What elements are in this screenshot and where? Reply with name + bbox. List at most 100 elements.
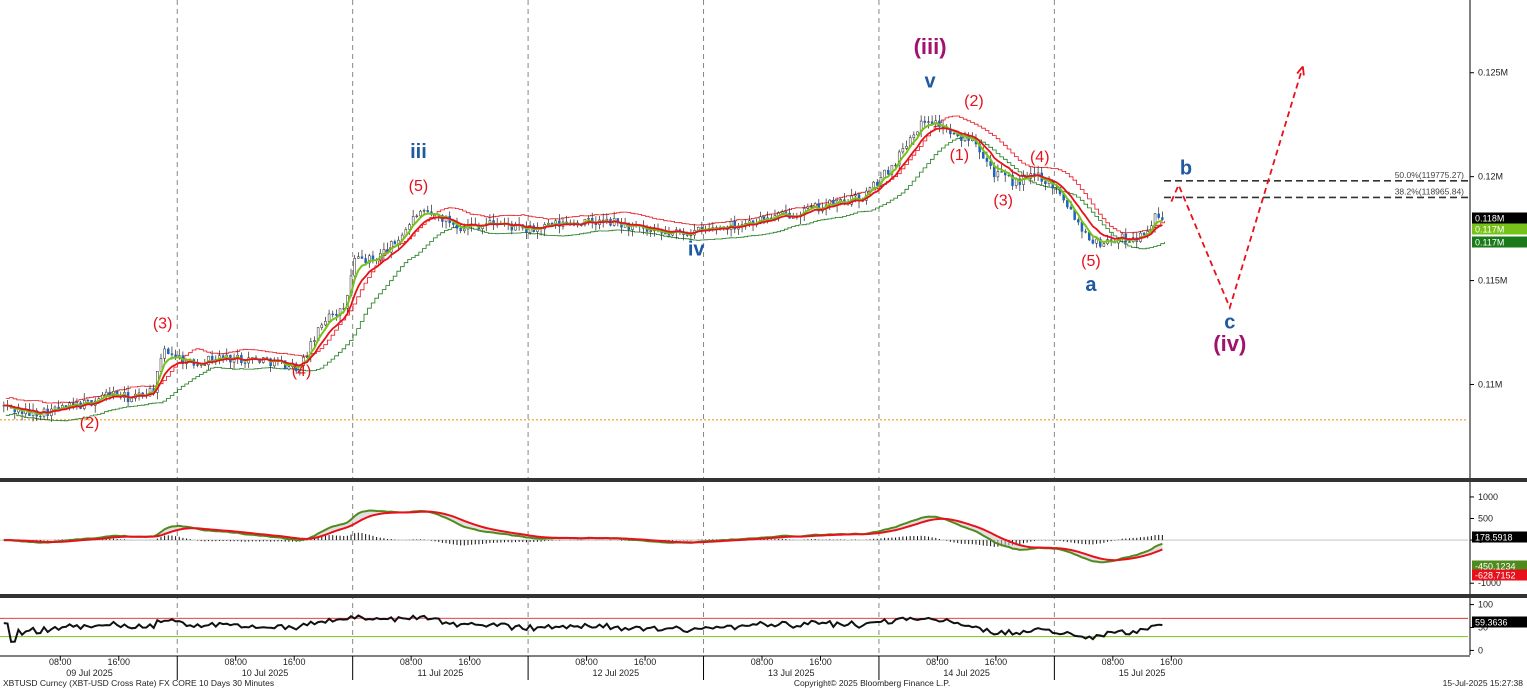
wave-label-0: (iii) <box>914 34 947 59</box>
candle-body-233 <box>854 194 857 197</box>
price-badge-0-label: 0.118M <box>1475 214 1504 224</box>
time-tick-label-5: 16:00 <box>458 657 481 667</box>
candle-body-253 <box>927 121 930 123</box>
candle-body-260 <box>952 132 956 135</box>
candle-body-115 <box>422 210 426 212</box>
wave-label-3: (5) <box>409 178 429 195</box>
candle-body-177 <box>649 230 652 232</box>
rsi-line <box>3 614 1163 643</box>
candle-body-239 <box>876 181 879 186</box>
macd-tick-label-3: -1000 <box>1478 578 1501 588</box>
candle-body-242 <box>887 169 890 175</box>
candle-body-270 <box>989 161 992 166</box>
candle-body-28 <box>104 391 108 396</box>
wave-label-12: (5) <box>1081 253 1101 270</box>
candle-body-104 <box>382 249 386 254</box>
price-badge-2-bg <box>1472 236 1527 248</box>
candle-body-292 <box>1069 206 1073 210</box>
candle-body-316 <box>1157 213 1160 218</box>
time-tick-label-12: 08:00 <box>1102 657 1125 667</box>
price-badge-1-bg <box>1472 223 1527 235</box>
candle-body-66 <box>243 362 247 364</box>
candle-body-46 <box>170 353 174 356</box>
candle-body-296 <box>1084 231 1087 233</box>
date-label-3: 12 Jul 2025 <box>593 668 640 678</box>
candle-body-116 <box>426 210 430 212</box>
date-label-2: 11 Jul 2025 <box>417 668 463 678</box>
candle-body-123 <box>452 222 455 225</box>
candle-body-88 <box>324 321 327 326</box>
candle-body-14 <box>53 406 57 410</box>
candle-body-238 <box>872 181 875 188</box>
wave-annotations: (iii) v iii (5) iv (3) (4) (2) (2) (1) (4) (3) (5) a b… <box>80 34 1305 432</box>
candle-body-241 <box>883 169 886 178</box>
rsi-badge-0-label: 59.3636 <box>1475 618 1508 628</box>
candle-body-298 <box>1091 239 1095 244</box>
date-label-1: 10 Jul 2025 <box>242 668 289 678</box>
candle-body-213 <box>781 211 784 214</box>
candle-body-78 <box>287 366 291 370</box>
wave-label-14: b <box>1180 158 1192 180</box>
candle-body-10 <box>39 415 42 418</box>
wave-label-10: (4) <box>1030 149 1050 166</box>
fib-label-1: 38.2%(118965.84) <box>1395 186 1464 196</box>
candle-body-252 <box>923 120 927 123</box>
candle-body-301 <box>1102 243 1106 247</box>
price-panel: 50.0%(119775.27) 38.2%(118965.84) <box>0 114 1468 422</box>
candle-body-246 <box>901 148 905 153</box>
day-separator-grid <box>176 0 1055 680</box>
candle-body-113 <box>415 215 419 217</box>
candle-body-53 <box>196 364 199 366</box>
candle-body-44 <box>163 348 166 359</box>
price-tick-label-0: 0.125M <box>1478 68 1508 78</box>
fib-label-0: 50.0%(119775.27) <box>1395 170 1464 180</box>
macd-panel <box>0 509 1468 564</box>
wave-label-16: (iv) <box>1213 331 1246 356</box>
candle-body-160 <box>587 218 590 220</box>
candle-body-317 <box>1161 217 1164 220</box>
candle-body-98 <box>360 256 364 259</box>
candle-body-229 <box>839 199 842 202</box>
time-tick-label-3: 16:00 <box>283 657 306 667</box>
time-tick-label-9: 16:00 <box>809 657 832 667</box>
date-label-4: 13 Jul 2025 <box>768 668 815 678</box>
candle-body-140 <box>514 223 517 231</box>
time-tick-label-7: 16:00 <box>634 657 657 667</box>
footer-timestamp: 15-Jul-2025 15:27:38 <box>1443 678 1524 688</box>
candle-body-45 <box>167 348 170 354</box>
wave-label-9: (1) <box>950 147 970 164</box>
slow-moving-average-line <box>3 127 1163 414</box>
candle-body-273 <box>1000 171 1003 173</box>
candle-body-87 <box>320 324 324 328</box>
candle-body-237 <box>868 187 872 192</box>
rsi-badge-0-bg <box>1472 616 1527 628</box>
time-tick-label-4: 08:00 <box>400 657 423 667</box>
wave-label-2: iii <box>410 141 427 163</box>
macd-tick-label-0: 1000 <box>1478 492 1498 502</box>
wave-label-13: a <box>1085 274 1097 296</box>
panel-divider-bottom <box>0 594 1527 598</box>
candle-body-308 <box>1128 241 1131 243</box>
projection-arrowhead <box>1296 65 1305 76</box>
time-tick-label-1: 16:00 <box>108 657 131 667</box>
rsi-panel <box>0 614 1468 643</box>
macd-signal-line <box>3 510 1163 562</box>
time-tick-label-2: 08:00 <box>224 657 247 667</box>
date-label-5: 14 Jul 2025 <box>943 668 990 678</box>
candle-body-111 <box>408 224 411 230</box>
candle-body-114 <box>419 210 422 217</box>
wave-label-5: (3) <box>153 315 173 332</box>
candle-body-288 <box>1055 186 1058 189</box>
time-tick-label-10: 08:00 <box>926 657 949 667</box>
price-badge-0-bg <box>1472 212 1527 224</box>
candle-body-244 <box>894 164 897 167</box>
candle-body-107 <box>393 241 397 245</box>
candle-body-291 <box>1066 199 1069 208</box>
time-tick-label-13: 16:00 <box>1160 657 1183 667</box>
candle-body-249 <box>912 134 916 138</box>
wave-label-4: iv <box>688 239 706 261</box>
wave-label-11: (3) <box>993 193 1013 210</box>
candle-body-191 <box>700 227 704 230</box>
